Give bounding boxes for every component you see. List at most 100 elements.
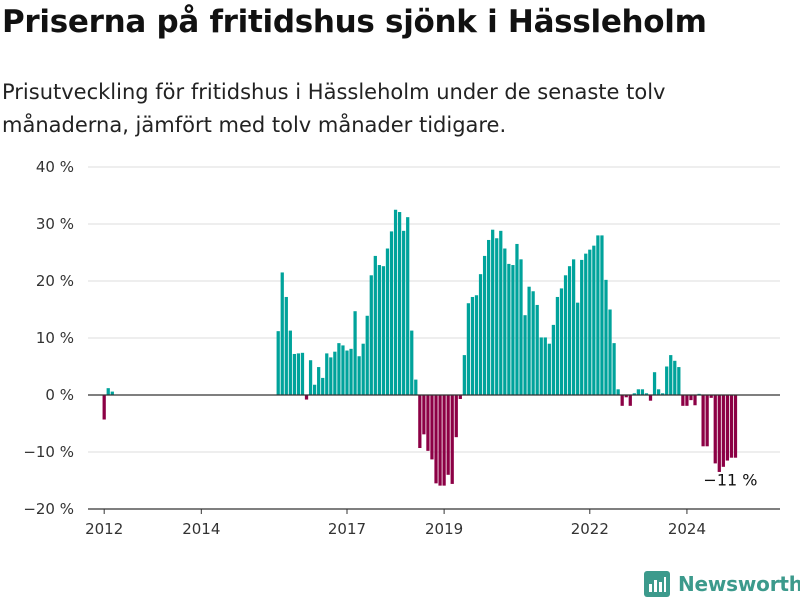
bar	[571, 259, 576, 395]
bar	[106, 388, 110, 395]
bar	[321, 377, 325, 395]
bar	[693, 395, 697, 406]
bar	[523, 315, 527, 395]
bar	[511, 265, 515, 395]
bar	[414, 379, 418, 395]
bar	[325, 353, 329, 395]
bar	[636, 389, 640, 395]
bar	[539, 337, 543, 395]
bars	[102, 209, 738, 486]
bar	[487, 239, 491, 395]
x-tick-label: 2024	[668, 520, 706, 538]
bar	[661, 393, 665, 395]
bar	[616, 389, 620, 395]
bar	[656, 389, 661, 395]
bar	[337, 343, 341, 395]
bar	[632, 393, 636, 395]
bar	[393, 209, 398, 395]
bar	[438, 395, 442, 486]
bar	[689, 395, 693, 401]
bar	[729, 395, 734, 458]
bar	[499, 230, 503, 395]
bar-chart-logo-icon	[644, 571, 670, 597]
bar	[313, 384, 317, 395]
bar	[495, 238, 499, 395]
bar	[418, 395, 422, 449]
bar	[652, 372, 657, 395]
bar	[620, 395, 624, 406]
bar	[450, 395, 454, 484]
x-tick-label: 2022	[571, 520, 609, 538]
bar	[345, 350, 349, 395]
grid-lines	[88, 166, 780, 453]
bar	[640, 389, 645, 395]
bar	[701, 395, 705, 447]
y-tick-label: 20 %	[36, 272, 74, 290]
bar	[377, 265, 381, 395]
bar	[110, 391, 114, 395]
chart-subtitle: Prisutveckling för fritidshus i Hässleho…	[2, 80, 666, 137]
bar	[709, 395, 713, 398]
bar	[333, 351, 337, 395]
bar	[531, 291, 535, 395]
x-axis: 2012 2014 2017 2019 2022 2024	[85, 508, 780, 538]
bar	[567, 266, 572, 395]
bar	[102, 395, 106, 420]
y-tick-label: 0 %	[45, 386, 74, 404]
latest-value-annotation: −11 %	[703, 471, 757, 490]
bar	[543, 337, 547, 395]
bar	[276, 331, 280, 395]
y-tick-label: 40 %	[36, 158, 74, 176]
bar	[725, 395, 730, 461]
bar	[624, 395, 628, 398]
bar	[349, 348, 353, 395]
bar	[519, 259, 523, 395]
bar	[454, 395, 458, 438]
bar	[685, 395, 689, 406]
bar	[434, 395, 438, 484]
bar	[442, 395, 446, 486]
bar	[644, 393, 649, 395]
bar	[470, 296, 475, 395]
bar	[385, 248, 390, 395]
bar	[369, 275, 373, 395]
bar	[612, 343, 616, 395]
bar	[280, 272, 284, 395]
bar	[673, 360, 677, 395]
bar	[717, 395, 721, 472]
bar	[406, 217, 410, 395]
bar	[373, 255, 377, 395]
bar	[288, 330, 292, 395]
chart-title: Priserna på fritidshus sjönk i Hässlehol…	[2, 4, 707, 40]
bar	[681, 395, 685, 406]
bar	[677, 367, 681, 395]
bar	[721, 395, 725, 467]
bar	[341, 345, 345, 395]
bar	[446, 395, 450, 475]
bar	[555, 296, 560, 395]
bar	[648, 395, 653, 401]
bar	[713, 395, 717, 464]
bar	[503, 248, 507, 395]
bar	[527, 286, 531, 395]
bar	[361, 343, 365, 395]
bar	[588, 249, 592, 395]
bar	[329, 357, 333, 395]
bar	[466, 303, 471, 395]
bar	[669, 355, 673, 395]
bar	[462, 355, 466, 395]
y-axis-tick-labels: 40 % 30 % 20 % 10 % 0 % −10 % −20 %	[23, 158, 74, 518]
bar	[547, 343, 551, 395]
bar	[604, 279, 608, 395]
bar	[458, 395, 462, 399]
y-tick-label: −20 %	[23, 500, 74, 518]
bar	[600, 235, 604, 395]
brand-name: Newsworthy	[678, 572, 800, 596]
bar	[563, 275, 568, 395]
bar	[304, 395, 309, 400]
bar	[551, 324, 556, 395]
annotations: −11 %	[703, 471, 757, 490]
bar	[292, 353, 297, 395]
bar	[584, 253, 588, 395]
y-tick-label: 30 %	[36, 215, 74, 233]
